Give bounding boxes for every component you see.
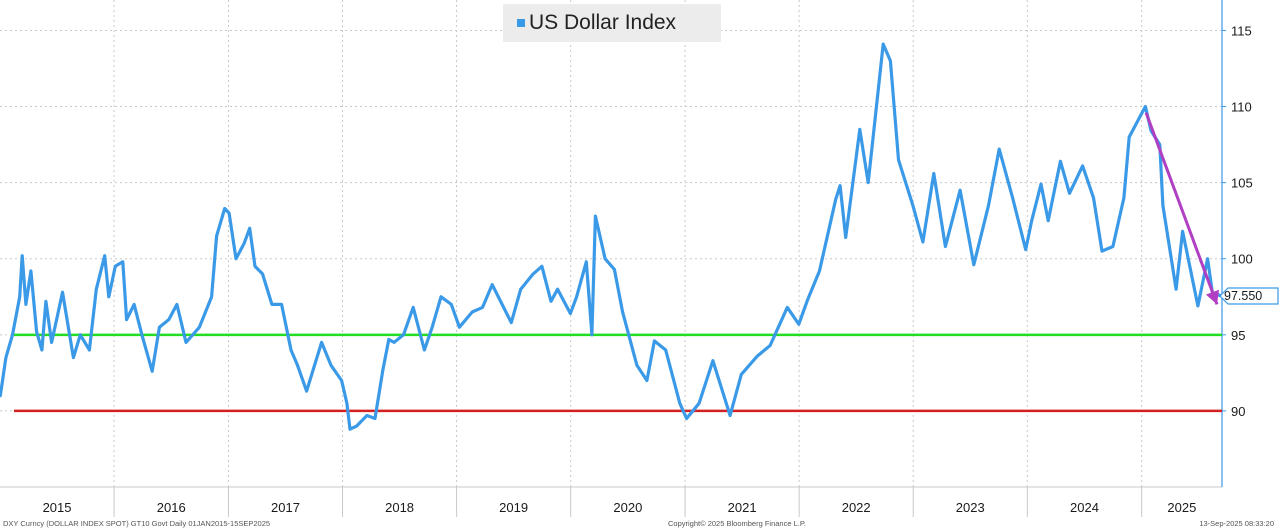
x-tick-label: 2023 xyxy=(956,500,985,515)
last-value-text: 97.550 xyxy=(1224,289,1263,303)
y-tick-label: 90 xyxy=(1231,404,1245,419)
y-tick-label: 110 xyxy=(1231,100,1252,115)
x-tick-label: 2021 xyxy=(728,500,757,515)
x-tick-label: 2024 xyxy=(1070,500,1099,515)
footer-source: DXY Curncy (DOLLAR INDEX SPOT) GT10 Govt… xyxy=(3,519,271,528)
trend-arrow-line xyxy=(1144,112,1219,305)
trend-arrow-head xyxy=(1205,289,1220,305)
x-tick-label: 2025 xyxy=(1167,500,1196,515)
chart-title: US Dollar Index xyxy=(529,11,677,34)
footer-copyright: Copyright© 2025 Bloomberg Finance L.P. xyxy=(668,519,806,528)
last-value-label: 97.550 xyxy=(1224,288,1278,305)
x-tick-label: 2015 xyxy=(43,500,72,515)
y-tick-label: 115 xyxy=(1231,23,1252,38)
x-tick-label: 2020 xyxy=(613,500,642,515)
x-tick-label: 2018 xyxy=(385,500,414,515)
y-tick-label: 105 xyxy=(1231,176,1253,191)
legend-swatch xyxy=(517,19,525,27)
x-tick-label: 2016 xyxy=(157,500,186,515)
series-line xyxy=(0,42,1223,431)
y-tick-label: 95 xyxy=(1231,328,1245,343)
chart-legend: US Dollar Index xyxy=(503,4,721,42)
x-tick-label: 2019 xyxy=(499,500,528,515)
x-tick-label: 2022 xyxy=(842,500,871,515)
x-tick-label: 2017 xyxy=(271,500,300,515)
footer-timestamp: 13-Sep-2025 08:33:20 xyxy=(1199,519,1274,528)
y-tick-label: 100 xyxy=(1231,252,1253,267)
last-value-tag xyxy=(1219,287,1279,305)
